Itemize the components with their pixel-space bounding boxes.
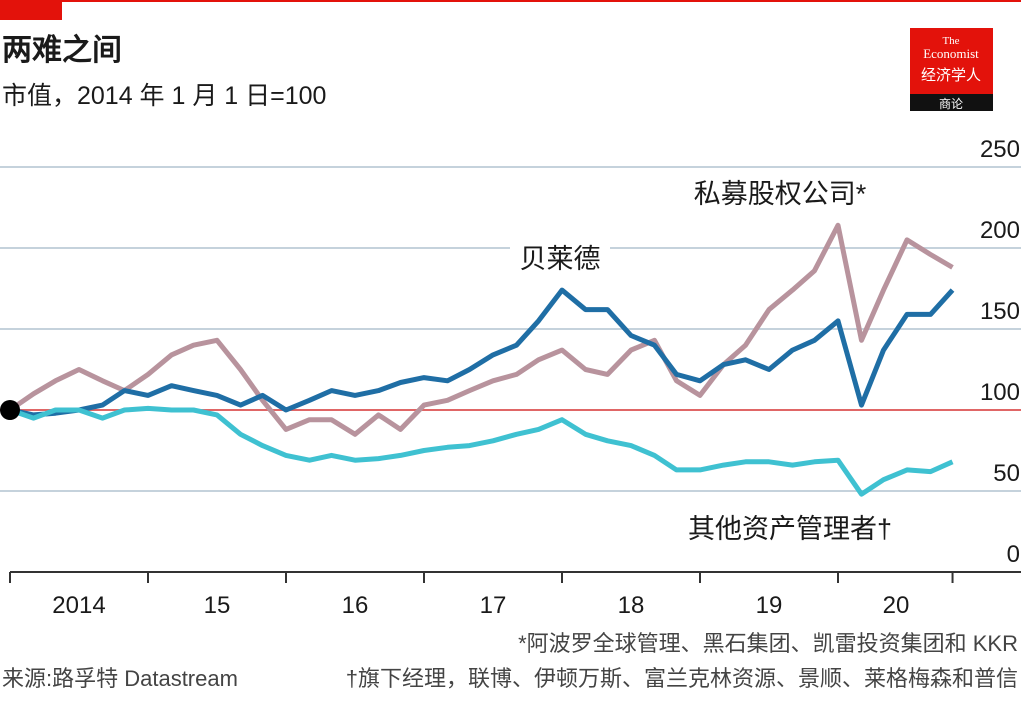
y-tick-label: 250 bbox=[980, 136, 1020, 163]
y-tick-label: 150 bbox=[980, 298, 1020, 325]
series-label: 其他资产管理者† bbox=[688, 514, 892, 544]
y-tick-label: 0 bbox=[1007, 541, 1020, 568]
x-tick-label: 2014 bbox=[52, 592, 105, 619]
x-tick-label: 18 bbox=[618, 592, 645, 619]
y-tick-label: 100 bbox=[980, 379, 1020, 406]
series-line bbox=[9, 405, 954, 497]
logo-text: The bbox=[942, 35, 959, 47]
source: 来源:路孚特 Datastream bbox=[2, 666, 238, 691]
series-label: 贝莱德 bbox=[520, 244, 601, 274]
footnote: *阿波罗全球管理、黑石集团、凯雷投资集团和 KKR bbox=[518, 631, 1018, 656]
logo-text: 经济学人 bbox=[921, 67, 981, 84]
chart-title: 两难之间 bbox=[2, 33, 122, 67]
x-tick-label: 17 bbox=[480, 592, 507, 619]
x-tick-label: 20 bbox=[883, 592, 910, 619]
series-line bbox=[9, 287, 955, 418]
top-rule bbox=[0, 0, 1021, 2]
series-label: 私募股权公司* bbox=[694, 179, 867, 209]
base-point bbox=[0, 400, 20, 420]
y-tick-label: 200 bbox=[980, 217, 1020, 244]
logo-box bbox=[910, 28, 993, 94]
label-bg bbox=[510, 242, 610, 278]
logo-text: 商论 bbox=[939, 96, 963, 111]
chart-subtitle: 市值，2014 年 1 月 1 日=100 bbox=[2, 82, 326, 110]
x-tick-label: 16 bbox=[342, 592, 369, 619]
logo-text: Economist bbox=[923, 46, 979, 61]
y-tick-label: 50 bbox=[993, 460, 1020, 487]
footnote: †旗下经理，联博、伊顿万斯、富兰克林资源、景顺、莱格梅森和普信 bbox=[346, 666, 1018, 691]
x-tick-label: 19 bbox=[756, 592, 783, 619]
top-tag bbox=[0, 0, 62, 20]
x-tick-label: 15 bbox=[204, 592, 231, 619]
logo-band bbox=[910, 94, 993, 111]
series-line bbox=[8, 222, 954, 437]
